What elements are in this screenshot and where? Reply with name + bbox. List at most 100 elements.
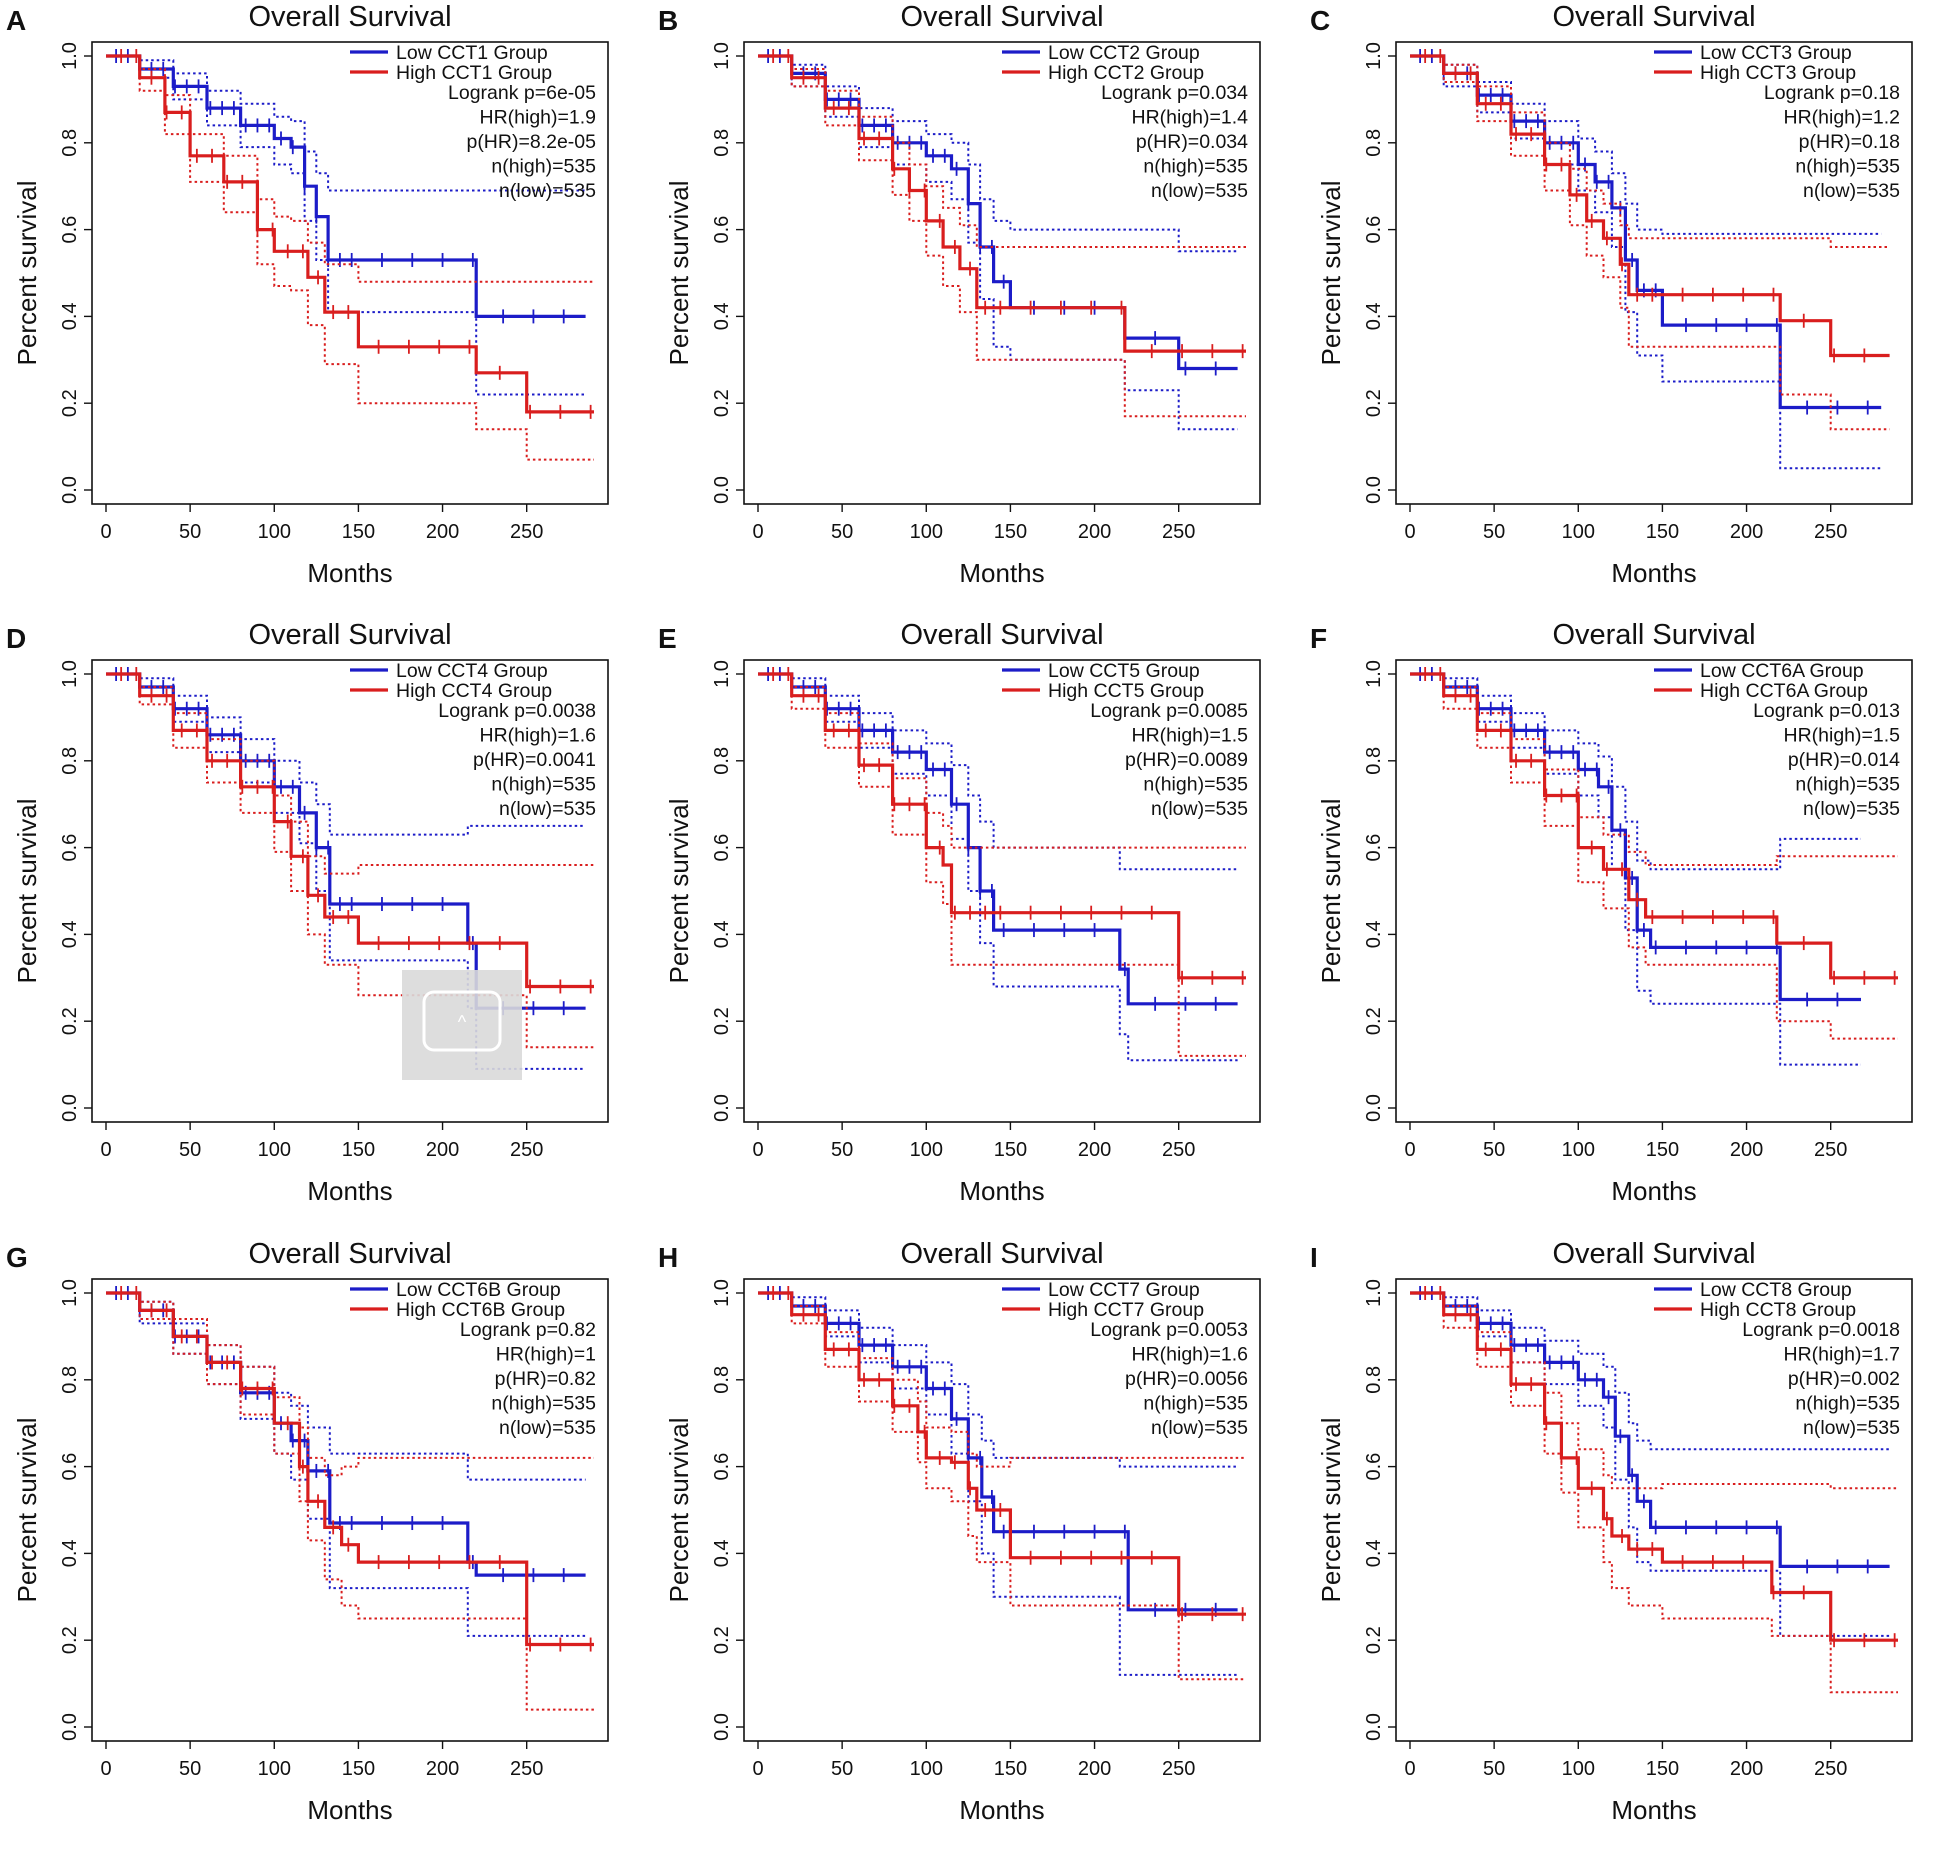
x-tick-label: 100 <box>1562 1139 1595 1161</box>
plot-frame <box>743 41 1261 505</box>
y-tick-label: 1.0 <box>59 660 81 688</box>
stat-line: p(HR)=0.014 <box>1788 749 1900 771</box>
legend-label: High CCT1 Group <box>396 62 552 84</box>
panel-f: F Overall Survival 0 50 100 150 200 250 0.0 0.2 0.… <box>1304 618 1955 1236</box>
legend-label: Low CCT8 Group <box>1700 1279 1852 1301</box>
x-tick-label: 150 <box>1646 521 1679 543</box>
x-tick-label: 250 <box>1162 1139 1195 1161</box>
x-tick-label: 200 <box>1730 521 1763 543</box>
stat-line: n(low)=535 <box>499 180 596 202</box>
x-tick-label: 0 <box>1404 1758 1415 1780</box>
x-tick-label: 200 <box>1078 1139 1111 1161</box>
legend-label: High CCT5 Group <box>1048 680 1204 702</box>
stat-line: n(high)=535 <box>1795 774 1900 796</box>
x-tick-label: 0 <box>752 1758 763 1780</box>
y-tick-label: 0.0 <box>711 1094 733 1122</box>
plot-frame <box>743 659 1261 1123</box>
y-tick-label: 0.0 <box>1363 1713 1385 1741</box>
y-tick-label: 0.6 <box>59 216 81 244</box>
plot-frame <box>1395 1278 1913 1742</box>
legend-label: Low CCT1 Group <box>396 42 548 64</box>
y-tick-label: 0.2 <box>59 1007 81 1035</box>
x-tick-label: 150 <box>1646 1139 1679 1161</box>
km-curve-high <box>106 54 594 414</box>
legend-label: High CCT3 Group <box>1700 62 1856 84</box>
plot-frame <box>1395 659 1913 1123</box>
legend-label: High CCT7 Group <box>1048 1299 1204 1321</box>
stat-line: p(HR)=0.002 <box>1788 1368 1900 1390</box>
x-tick-label: 250 <box>1162 1758 1195 1780</box>
x-tick-label: 100 <box>258 521 291 543</box>
stat-line: n(high)=535 <box>491 1393 596 1415</box>
stat-line: n(low)=535 <box>1151 798 1248 820</box>
y-tick-label: 0.0 <box>711 1713 733 1741</box>
stat-line: n(high)=535 <box>1795 1393 1900 1415</box>
y-tick-label: 0.0 <box>59 1094 81 1122</box>
panel-letter: H <box>658 1242 678 1273</box>
stat-line: Logrank p=0.82 <box>460 1319 596 1341</box>
y-tick-label: 0.6 <box>59 1453 81 1481</box>
panel-b: B Overall Survival 0 50 100 150 200 250 0.0 0.2 0.… <box>652 0 1303 618</box>
x-tick-label: 50 <box>1483 521 1505 543</box>
panel-letter: B <box>658 5 678 36</box>
x-tick-label: 100 <box>910 1758 943 1780</box>
km-chart: H Overall Survival 0 50 100 150 200 250 0.0 0.2 0.… <box>658 1238 1261 1825</box>
km-chart: A Overall Survival 0 50 100 150 200 250 0.0 0.2 0.… <box>6 1 609 588</box>
plot-frame <box>743 1278 1261 1742</box>
chart-title: Overall Survival <box>1552 619 1755 651</box>
km-curve-high <box>758 54 1246 353</box>
panel-letter: A <box>6 5 26 36</box>
ci-lower-high <box>106 1292 594 1711</box>
ci-upper-low <box>1410 55 1882 235</box>
x-tick-label: 50 <box>831 521 853 543</box>
legend-label: High CCT4 Group <box>396 680 552 702</box>
ci-lower-low <box>106 55 586 396</box>
legend-label: High CCT8 Group <box>1700 1299 1856 1321</box>
y-tick-label: 0.6 <box>1363 834 1385 862</box>
y-tick-label: 0.8 <box>1363 129 1385 157</box>
x-tick-label: 0 <box>100 1758 111 1780</box>
y-tick-label: 0.2 <box>711 1007 733 1035</box>
panel-letter: E <box>658 623 677 654</box>
stat-line: n(low)=535 <box>1803 180 1900 202</box>
km-curve-high <box>106 672 594 989</box>
ci-upper-high <box>758 1292 1246 1468</box>
x-tick-label: 200 <box>1078 521 1111 543</box>
x-tick-label: 50 <box>831 1758 853 1780</box>
x-tick-label: 250 <box>510 1758 543 1780</box>
stat-line: p(HR)=0.0089 <box>1125 749 1248 771</box>
x-tick-label: 200 <box>1730 1139 1763 1161</box>
y-tick-label: 0.6 <box>1363 216 1385 244</box>
stat-line: HR(high)=1.5 <box>1783 725 1900 747</box>
chart-title: Overall Survival <box>1552 1238 1755 1270</box>
chart-title: Overall Survival <box>900 1 1103 33</box>
ci-upper-low <box>758 55 1238 253</box>
km-curve-high <box>758 1291 1246 1616</box>
km-chart: E Overall Survival 0 50 100 150 200 250 0.0 0.2 0.… <box>658 619 1261 1206</box>
x-tick-label: 250 <box>1162 521 1195 543</box>
stat-line: n(low)=535 <box>1151 1417 1248 1439</box>
y-tick-label: 0.4 <box>711 920 733 948</box>
stat-line: n(high)=535 <box>1143 1393 1248 1415</box>
legend-label: Low CCT2 Group <box>1048 42 1200 64</box>
stat-line: p(HR)=8.2e-05 <box>466 131 596 153</box>
x-tick-label: 0 <box>1404 521 1415 543</box>
legend-label: Low CCT3 Group <box>1700 42 1852 64</box>
y-axis-label: Percent survival <box>1316 181 1346 366</box>
x-tick-label: 50 <box>179 1758 201 1780</box>
y-tick-label: 0.8 <box>59 129 81 157</box>
legend-label: Low CCT7 Group <box>1048 1279 1200 1301</box>
y-axis-label: Percent survival <box>1316 1418 1346 1603</box>
y-tick-label: 0.8 <box>711 1366 733 1394</box>
y-tick-label: 0.2 <box>711 1626 733 1654</box>
y-axis-label: Percent survival <box>664 799 694 984</box>
y-tick-label: 1.0 <box>1363 1279 1385 1307</box>
plot-frame <box>1395 41 1913 505</box>
x-tick-label: 200 <box>426 1139 459 1161</box>
y-tick-label: 0.8 <box>1363 747 1385 775</box>
chart-title: Overall Survival <box>1552 1 1755 33</box>
x-axis-label: Months <box>959 1176 1044 1206</box>
ci-upper-high <box>106 673 594 875</box>
stat-line: Logrank p=0.0018 <box>1742 1319 1900 1341</box>
y-tick-label: 1.0 <box>59 42 81 70</box>
